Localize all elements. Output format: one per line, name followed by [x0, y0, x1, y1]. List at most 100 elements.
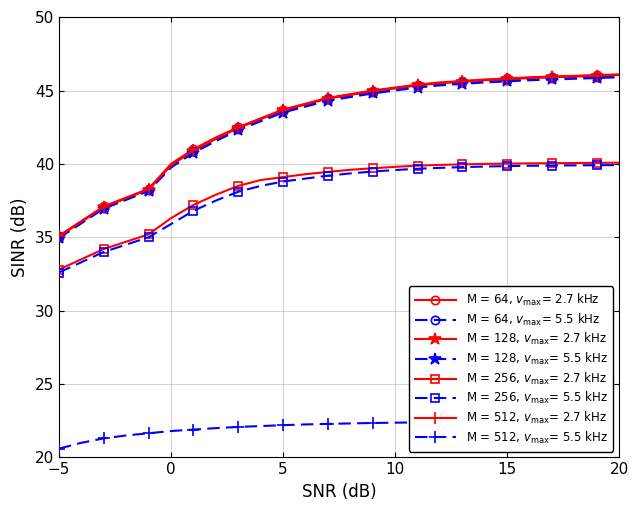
M = 256, $v_{\mathrm{max}}$= 2.7 kHz: [616, 160, 623, 166]
M = 128, $v_{\mathrm{max}}$= 2.7 kHz: [526, 75, 534, 81]
M = 128, $v_{\mathrm{max}}$= 2.7 kHz: [413, 82, 421, 89]
M = 64, $v_{\mathrm{max}}$= 2.7 kHz: [100, 203, 108, 209]
Line: M = 64, $v_{\mathrm{max}}$= 5.5 kHz: M = 64, $v_{\mathrm{max}}$= 5.5 kHz: [55, 72, 623, 242]
M = 64, $v_{\mathrm{max}}$= 5.5 kHz: [616, 73, 623, 79]
M = 512, $v_{\mathrm{max}}$= 2.7 kHz: [346, 92, 354, 98]
M = 64, $v_{\mathrm{max}}$= 2.7 kHz: [458, 78, 466, 84]
M = 64, $v_{\mathrm{max}}$= 5.5 kHz: [77, 220, 85, 226]
M = 256, $v_{\mathrm{max}}$= 2.7 kHz: [234, 183, 242, 189]
M = 64, $v_{\mathrm{max}}$= 2.7 kHz: [503, 75, 511, 81]
M = 256, $v_{\mathrm{max}}$= 2.7 kHz: [481, 161, 488, 167]
M = 256, $v_{\mathrm{max}}$= 5.5 kHz: [458, 164, 466, 170]
M = 512, $v_{\mathrm{max}}$= 5.5 kHz: [548, 419, 556, 425]
M = 128, $v_{\mathrm{max}}$= 2.7 kHz: [503, 76, 511, 82]
M = 256, $v_{\mathrm{max}}$= 2.7 kHz: [301, 171, 309, 177]
M = 64, $v_{\mathrm{max}}$= 5.5 kHz: [526, 76, 534, 82]
M = 64, $v_{\mathrm{max}}$= 2.7 kHz: [212, 135, 220, 141]
Legend: M = 64, $v_{\mathrm{max}}$= 2.7 kHz, M = 64, $v_{\mathrm{max}}$= 5.5 kHz, M = 12: M = 64, $v_{\mathrm{max}}$= 2.7 kHz, M =…: [409, 286, 613, 452]
M = 512, $v_{\mathrm{max}}$= 5.5 kHz: [122, 432, 130, 438]
M = 512, $v_{\mathrm{max}}$= 5.5 kHz: [55, 445, 63, 452]
M = 256, $v_{\mathrm{max}}$= 2.7 kHz: [458, 161, 466, 167]
Line: M = 64, $v_{\mathrm{max}}$= 2.7 kHz: M = 64, $v_{\mathrm{max}}$= 2.7 kHz: [55, 70, 623, 240]
M = 64, $v_{\mathrm{max}}$= 5.5 kHz: [279, 108, 287, 114]
M = 64, $v_{\mathrm{max}}$= 2.7 kHz: [77, 218, 85, 224]
Line: M = 256, $v_{\mathrm{max}}$= 5.5 kHz: M = 256, $v_{\mathrm{max}}$= 5.5 kHz: [55, 161, 623, 276]
M = 256, $v_{\mathrm{max}}$= 5.5 kHz: [301, 176, 309, 182]
M = 64, $v_{\mathrm{max}}$= 5.5 kHz: [548, 75, 556, 81]
M = 128, $v_{\mathrm{max}}$= 5.5 kHz: [100, 206, 108, 212]
M = 512, $v_{\mathrm{max}}$= 5.5 kHz: [571, 418, 579, 424]
M = 512, $v_{\mathrm{max}}$= 5.5 kHz: [413, 419, 421, 425]
M = 64, $v_{\mathrm{max}}$= 2.7 kHz: [346, 91, 354, 97]
M = 256, $v_{\mathrm{max}}$= 2.7 kHz: [346, 167, 354, 173]
M = 128, $v_{\mathrm{max}}$= 2.7 kHz: [301, 101, 309, 108]
M = 512, $v_{\mathrm{max}}$= 5.5 kHz: [324, 421, 332, 427]
M = 64, $v_{\mathrm{max}}$= 2.7 kHz: [391, 84, 399, 91]
M = 64, $v_{\mathrm{max}}$= 5.5 kHz: [145, 187, 152, 194]
M = 64, $v_{\mathrm{max}}$= 2.7 kHz: [369, 88, 376, 94]
M = 64, $v_{\mathrm{max}}$= 5.5 kHz: [593, 74, 601, 80]
M = 128, $v_{\mathrm{max}}$= 5.5 kHz: [481, 79, 488, 86]
M = 256, $v_{\mathrm{max}}$= 2.7 kHz: [413, 163, 421, 169]
M = 512, $v_{\mathrm{max}}$= 5.5 kHz: [279, 422, 287, 428]
M = 256, $v_{\mathrm{max}}$= 2.7 kHz: [212, 191, 220, 198]
M = 256, $v_{\mathrm{max}}$= 5.5 kHz: [503, 163, 511, 169]
M = 512, $v_{\mathrm{max}}$= 2.7 kHz: [55, 233, 63, 239]
M = 128, $v_{\mathrm{max}}$= 5.5 kHz: [346, 94, 354, 100]
M = 64, $v_{\mathrm{max}}$= 2.7 kHz: [167, 161, 175, 167]
M = 128, $v_{\mathrm{max}}$= 2.7 kHz: [616, 72, 623, 78]
M = 64, $v_{\mathrm{max}}$= 5.5 kHz: [458, 79, 466, 86]
M = 512, $v_{\mathrm{max}}$= 2.7 kHz: [413, 82, 421, 88]
X-axis label: SNR (dB): SNR (dB): [302, 483, 376, 501]
M = 512, $v_{\mathrm{max}}$= 2.7 kHz: [458, 78, 466, 84]
M = 128, $v_{\mathrm{max}}$= 2.7 kHz: [145, 186, 152, 193]
M = 256, $v_{\mathrm{max}}$= 2.7 kHz: [324, 169, 332, 175]
Line: M = 512, $v_{\mathrm{max}}$= 5.5 kHz: M = 512, $v_{\mathrm{max}}$= 5.5 kHz: [53, 416, 625, 454]
M = 256, $v_{\mathrm{max}}$= 5.5 kHz: [100, 249, 108, 255]
M = 256, $v_{\mathrm{max}}$= 5.5 kHz: [346, 170, 354, 177]
M = 512, $v_{\mathrm{max}}$= 5.5 kHz: [234, 424, 242, 430]
M = 128, $v_{\mathrm{max}}$= 2.7 kHz: [571, 74, 579, 80]
M = 64, $v_{\mathrm{max}}$= 5.5 kHz: [301, 102, 309, 108]
M = 256, $v_{\mathrm{max}}$= 5.5 kHz: [122, 242, 130, 248]
M = 512, $v_{\mathrm{max}}$= 5.5 kHz: [593, 418, 601, 424]
M = 128, $v_{\mathrm{max}}$= 5.5 kHz: [616, 74, 623, 80]
M = 512, $v_{\mathrm{max}}$= 2.7 kHz: [391, 85, 399, 91]
M = 128, $v_{\mathrm{max}}$= 5.5 kHz: [391, 88, 399, 94]
M = 128, $v_{\mathrm{max}}$= 5.5 kHz: [593, 75, 601, 81]
M = 128, $v_{\mathrm{max}}$= 2.7 kHz: [481, 77, 488, 83]
M = 256, $v_{\mathrm{max}}$= 2.7 kHz: [593, 160, 601, 166]
M = 512, $v_{\mathrm{max}}$= 2.7 kHz: [526, 75, 534, 81]
M = 64, $v_{\mathrm{max}}$= 2.7 kHz: [436, 79, 444, 86]
M = 64, $v_{\mathrm{max}}$= 5.5 kHz: [436, 81, 444, 87]
M = 512, $v_{\mathrm{max}}$= 5.5 kHz: [369, 420, 376, 426]
M = 128, $v_{\mathrm{max}}$= 2.7 kHz: [369, 88, 376, 94]
M = 512, $v_{\mathrm{max}}$= 2.7 kHz: [616, 72, 623, 78]
M = 512, $v_{\mathrm{max}}$= 5.5 kHz: [77, 440, 85, 446]
M = 64, $v_{\mathrm{max}}$= 2.7 kHz: [324, 95, 332, 101]
M = 256, $v_{\mathrm{max}}$= 2.7 kHz: [145, 231, 152, 238]
M = 512, $v_{\mathrm{max}}$= 2.7 kHz: [257, 116, 264, 122]
M = 512, $v_{\mathrm{max}}$= 2.7 kHz: [234, 124, 242, 131]
M = 128, $v_{\mathrm{max}}$= 2.7 kHz: [279, 107, 287, 113]
M = 512, $v_{\mathrm{max}}$= 5.5 kHz: [481, 419, 488, 425]
M = 128, $v_{\mathrm{max}}$= 5.5 kHz: [77, 220, 85, 226]
M = 128, $v_{\mathrm{max}}$= 2.7 kHz: [55, 233, 63, 240]
M = 256, $v_{\mathrm{max}}$= 5.5 kHz: [234, 189, 242, 195]
M = 128, $v_{\mathrm{max}}$= 5.5 kHz: [189, 150, 197, 156]
M = 256, $v_{\mathrm{max}}$= 2.7 kHz: [369, 165, 376, 172]
M = 256, $v_{\mathrm{max}}$= 5.5 kHz: [616, 162, 623, 168]
M = 512, $v_{\mathrm{max}}$= 2.7 kHz: [301, 101, 309, 107]
M = 512, $v_{\mathrm{max}}$= 5.5 kHz: [458, 419, 466, 425]
M = 128, $v_{\mathrm{max}}$= 5.5 kHz: [436, 82, 444, 89]
M = 512, $v_{\mathrm{max}}$= 2.7 kHz: [593, 73, 601, 79]
M = 256, $v_{\mathrm{max}}$= 5.5 kHz: [436, 165, 444, 171]
M = 128, $v_{\mathrm{max}}$= 2.7 kHz: [257, 116, 264, 122]
M = 256, $v_{\mathrm{max}}$= 2.7 kHz: [548, 160, 556, 166]
M = 128, $v_{\mathrm{max}}$= 2.7 kHz: [122, 195, 130, 201]
M = 256, $v_{\mathrm{max}}$= 5.5 kHz: [189, 208, 197, 214]
M = 256, $v_{\mathrm{max}}$= 5.5 kHz: [167, 221, 175, 227]
M = 128, $v_{\mathrm{max}}$= 5.5 kHz: [369, 91, 376, 97]
M = 256, $v_{\mathrm{max}}$= 2.7 kHz: [503, 161, 511, 167]
M = 256, $v_{\mathrm{max}}$= 2.7 kHz: [122, 239, 130, 245]
